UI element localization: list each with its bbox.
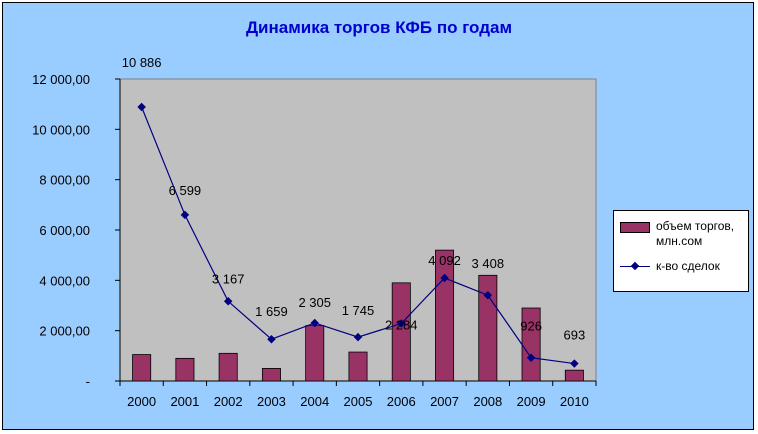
data-labels: 10 886 6 599 3 167 1 659 2 305 1 745 2 284 4 09… (122, 55, 585, 343)
y-tick-label: 8 000,00 (39, 173, 90, 188)
y-tick-label: 2 000,00 (39, 324, 90, 339)
data-label: 10 886 (122, 55, 162, 70)
data-label: 4 092 (428, 253, 461, 268)
bar (305, 325, 325, 382)
bar (261, 368, 281, 382)
line-point (180, 210, 190, 220)
line-point (483, 290, 493, 300)
line-point (223, 297, 233, 306)
line-point (137, 102, 146, 112)
x-tick-label: 2000 (127, 394, 156, 409)
line-point (440, 273, 449, 283)
line-point (526, 353, 536, 362)
bar (348, 351, 368, 382)
data-label: 2 305 (298, 295, 331, 310)
legend-label-deals: к-во сделок (656, 259, 720, 273)
line-series (137, 102, 579, 368)
bar (391, 282, 411, 382)
bar (435, 249, 455, 382)
data-label: 926 (520, 319, 542, 334)
bar (175, 357, 195, 382)
x-axis: 2000 2001 2002 2003 2004 2005 2006 2007 2008 2009… (119, 380, 597, 409)
x-tick-label: 2001 (170, 394, 199, 409)
x-tick-label: 2002 (214, 394, 243, 409)
line-point (570, 359, 579, 368)
y-tick-label: 4 000,00 (39, 273, 90, 288)
chart-title: Динамика торгов КФБ по годам (245, 18, 513, 37)
legend-item-deals: к-во сделок (620, 259, 748, 274)
y-tick-label: 12 000,00 (32, 72, 90, 87)
y-tick-label: 10 000,00 (32, 122, 90, 137)
legend-swatch-line (620, 259, 650, 273)
legend: объем торгов, млн.сом к-во сделок (613, 210, 749, 292)
legend-item-volume: объем торгов, млн.сом (620, 219, 748, 249)
data-label: 1 659 (255, 304, 288, 319)
x-tick-label: 2006 (387, 394, 416, 409)
data-label: 3 408 (472, 256, 505, 271)
legend-swatch-bar (620, 222, 650, 233)
x-tick-label: 2010 (560, 394, 589, 409)
bar (564, 369, 584, 382)
line-point (267, 335, 276, 344)
x-tick-label: 2005 (344, 394, 373, 409)
line-point (397, 319, 406, 328)
data-label: 1 745 (342, 303, 375, 318)
data-label: 2 284 (385, 318, 418, 333)
x-tick-label: 2004 (300, 394, 329, 409)
x-tick-label: 2003 (257, 394, 286, 409)
y-axis: - 2 000,00 4 000,00 6 000,00 8 000,00 10 000,… (32, 72, 121, 389)
x-tick-label: 2007 (430, 394, 459, 409)
line-point (310, 318, 319, 328)
plot-area (119, 78, 597, 382)
x-tick-label: 2008 (473, 394, 502, 409)
y-tick-label: 6 000,00 (39, 223, 90, 238)
bar (132, 354, 152, 382)
data-label: 3 167 (212, 271, 245, 286)
data-label: 693 (564, 328, 586, 343)
y-tick-label: - (86, 374, 90, 389)
x-tick-label: 2009 (517, 394, 546, 409)
data-label: 6 599 (169, 183, 202, 198)
line-point (353, 332, 363, 342)
bar (218, 352, 238, 382)
legend-label-volume: объем торгов, млн.сом (656, 219, 735, 248)
